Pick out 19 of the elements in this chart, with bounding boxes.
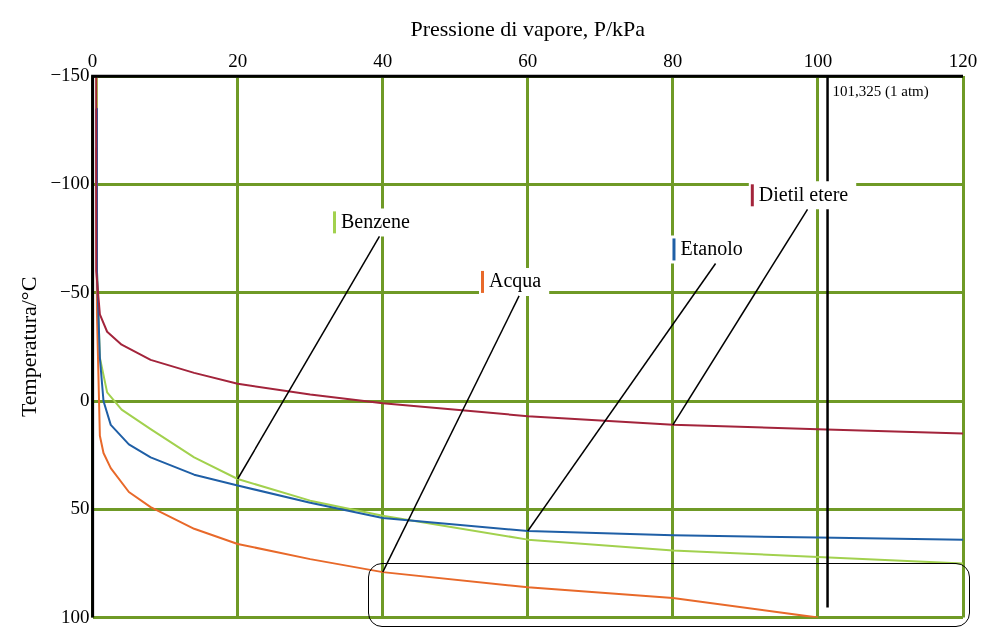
legend-label: Benzene: [341, 209, 410, 232]
x-tick-label: 20: [228, 49, 248, 71]
ref-line-label: 101,325 (1 atm): [832, 82, 929, 100]
y-tick-label: 0: [80, 389, 90, 411]
x-tick-label: 40: [373, 49, 393, 71]
y-tick-label: −100: [50, 172, 90, 194]
x-axis-title: Pressione di vapore, P/kPa: [410, 15, 646, 41]
x-tick-label: 120: [948, 49, 978, 71]
y-tick-label: −150: [50, 64, 90, 86]
x-tick-label: 80: [663, 49, 683, 71]
legend-label: Dietil etere: [758, 182, 849, 205]
legend-label: Acqua: [488, 269, 542, 293]
legend-label: Etanolo: [680, 236, 743, 259]
y-axis-title: Temperatura/°C: [15, 276, 41, 418]
x-tick-label: 100: [803, 49, 833, 71]
y-tick-label: 100: [61, 605, 90, 627]
x-tick-label: 60: [518, 49, 538, 71]
y-tick-label: −50: [59, 280, 90, 302]
y-tick-label: 50: [70, 497, 90, 519]
